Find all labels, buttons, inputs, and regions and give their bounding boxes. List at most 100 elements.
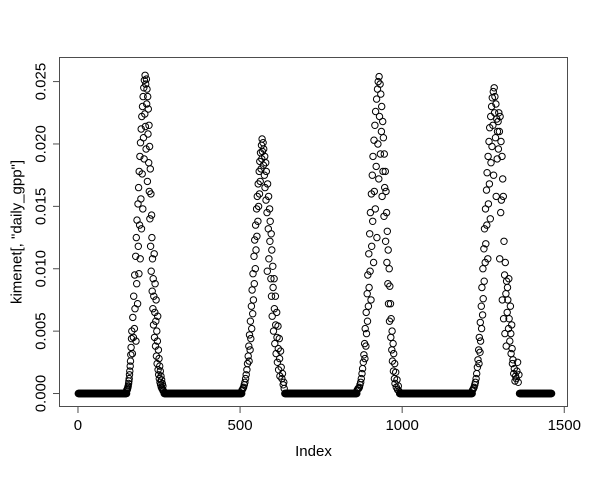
data-point <box>375 175 383 183</box>
data-point <box>268 312 276 320</box>
data-point <box>473 363 482 371</box>
data-point <box>152 317 160 325</box>
data-point <box>276 347 285 355</box>
data-point <box>246 346 254 354</box>
data-point <box>489 121 497 130</box>
data-point <box>142 80 150 88</box>
data-point <box>493 127 502 136</box>
data-point <box>362 329 371 338</box>
data-point <box>143 177 152 186</box>
data-point <box>376 80 384 88</box>
data-point <box>259 161 268 169</box>
data-point <box>379 134 388 142</box>
data-point <box>126 362 134 370</box>
data-point <box>241 374 250 383</box>
data-point <box>261 183 269 192</box>
data-point <box>141 110 149 118</box>
y-tick-label: 0.005 <box>33 312 50 350</box>
data-point <box>144 105 153 113</box>
data-point <box>258 135 266 143</box>
data-point <box>393 386 402 394</box>
data-point <box>483 221 491 229</box>
data-point <box>155 354 163 363</box>
data-point <box>502 290 510 298</box>
data-point <box>154 312 162 320</box>
data-point <box>140 155 148 163</box>
data-point <box>270 275 278 283</box>
data-point <box>496 112 504 121</box>
data-point <box>492 100 500 108</box>
y-tick-label: 0.010 <box>33 250 50 288</box>
data-point <box>476 318 484 327</box>
data-point <box>362 342 370 350</box>
data-point <box>477 324 486 333</box>
data-point <box>497 137 505 146</box>
data-point <box>471 378 480 386</box>
data-point <box>380 150 388 158</box>
data-point <box>359 358 367 366</box>
data-point <box>262 196 270 204</box>
x-axis-label: Index <box>295 443 332 460</box>
data-point <box>369 217 377 226</box>
data-point <box>503 283 512 292</box>
data-point <box>129 333 138 342</box>
data-point <box>150 250 158 258</box>
data-point <box>365 283 373 292</box>
data-point <box>146 242 155 251</box>
data-point <box>475 333 483 342</box>
data-point <box>379 167 387 176</box>
data-point <box>487 112 495 121</box>
data-point <box>143 100 151 108</box>
data-point <box>494 145 503 153</box>
data-point <box>141 71 149 80</box>
data-point <box>388 327 396 335</box>
data-point <box>271 339 279 348</box>
data-point <box>499 315 508 323</box>
data-point <box>501 258 509 267</box>
data-point <box>489 87 497 96</box>
data-point <box>267 292 276 300</box>
data-point <box>486 215 494 223</box>
data-point <box>148 287 156 295</box>
zero-value-band-points <box>74 389 556 398</box>
data-point <box>268 246 276 254</box>
data-point <box>266 217 274 226</box>
data-point <box>508 359 517 368</box>
data-point <box>484 255 492 263</box>
data-point <box>495 109 503 117</box>
data-point <box>505 315 513 323</box>
data-point <box>135 270 143 278</box>
data-point <box>376 150 385 158</box>
data-point <box>480 225 489 233</box>
data-point <box>480 245 488 253</box>
data-point <box>269 327 278 335</box>
data-point <box>476 348 484 356</box>
data-point <box>156 367 165 375</box>
data-point <box>388 357 397 365</box>
data-point <box>371 205 379 213</box>
data-point <box>253 192 261 201</box>
data-point <box>146 165 155 173</box>
data-point <box>382 208 391 217</box>
data-point <box>503 308 511 317</box>
data-point <box>369 152 377 161</box>
data-point <box>370 187 378 196</box>
data-point <box>490 109 499 117</box>
data-point <box>366 208 375 217</box>
data-point <box>137 125 145 133</box>
data-point <box>149 305 157 313</box>
data-point <box>154 346 163 354</box>
x-tick-label: 1000 <box>385 417 418 434</box>
data-point <box>260 171 269 179</box>
data-point <box>372 162 380 171</box>
data-point <box>484 152 492 161</box>
data-point <box>127 343 135 352</box>
data-point <box>489 171 498 179</box>
data-point <box>365 250 373 258</box>
data-point <box>475 359 483 368</box>
data-point <box>245 357 253 365</box>
data-point <box>125 374 133 383</box>
data-point <box>137 195 145 203</box>
data-point <box>131 271 139 279</box>
data-point <box>250 280 259 288</box>
